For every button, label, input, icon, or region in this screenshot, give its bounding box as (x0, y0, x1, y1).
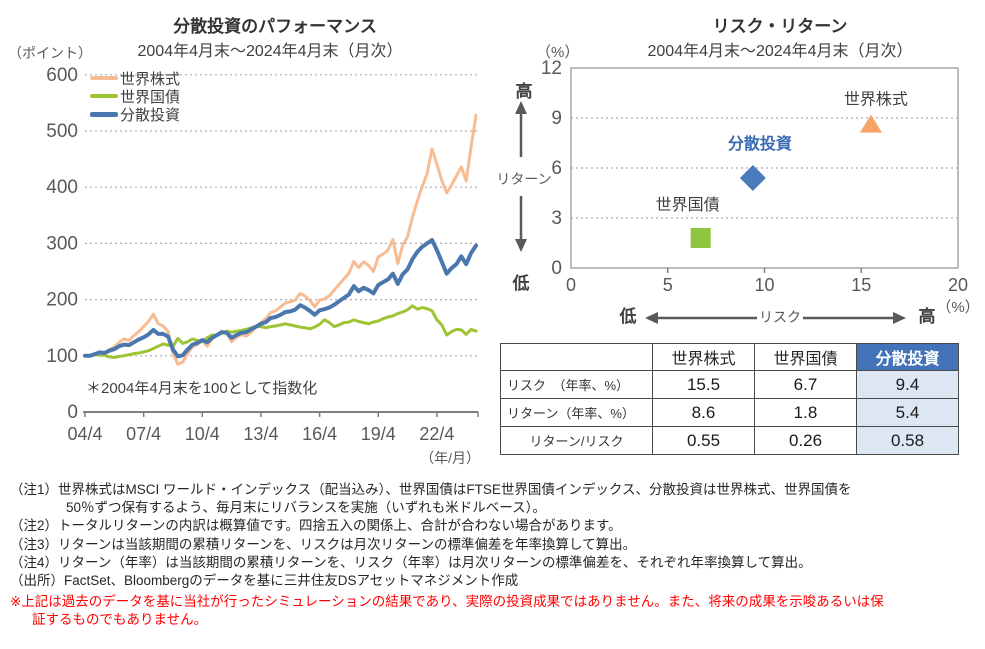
return-low-label: 低 (512, 273, 530, 293)
column-header-diversified: 分散投資 (856, 343, 959, 371)
risk-return-scatter-chart: 高 リターン 低 低 リスク 高 （%） 0 3 6 9 12 0 5 10 15 20 世界株式分… (496, 58, 979, 326)
note-1-line-2: 50％ずつ保有するよう、毎月末にリバランスを実施（いずれも米ドルベース）。 (66, 500, 546, 516)
note-1-line-1: （注1）世界株式はMSCI ワールド・インデックス（配当込み）、世界国債はFTS… (10, 482, 852, 497)
line-chart-y-unit-label: （ポイント） (8, 45, 92, 61)
svg-text:300: 300 (46, 233, 78, 254)
note-3: （注3）リターンは当該期間の累積リターンを、リスクは月次リターンの標準偏差を年率… (10, 536, 637, 552)
legend-label: 分散投資 (120, 106, 181, 124)
table-row-return-per-risk: リターン/リスク 0.55 0.26 0.58 (500, 426, 959, 455)
legend-label: 世界株式 (120, 70, 181, 88)
svg-text:15: 15 (851, 275, 871, 295)
svg-text:20: 20 (948, 275, 968, 295)
svg-text:500: 500 (46, 121, 78, 142)
risk-low-label: 低 (619, 306, 637, 326)
risk-right-arrow-icon (893, 312, 906, 324)
svg-text:3: 3 (551, 208, 562, 229)
line-chart-x-unit-label: （年/月） (420, 450, 480, 466)
return-per-risk-world-bonds-value: 0.26 (754, 426, 857, 455)
risk-axis-title: リスク (759, 309, 801, 325)
risk-high-label: 高 (919, 306, 936, 326)
scatter-subtitle: 2004年4月末～2024年4月末（月次） (647, 43, 913, 60)
legend-item-world-equity: 世界株式 (90, 69, 181, 88)
note-4: （注4）リターン（年率）は当該期間の累積リターンを、リスク（年率）は月次リターン… (10, 554, 812, 570)
svg-text:5: 5 (663, 275, 673, 295)
svg-text:100: 100 (46, 346, 78, 367)
return-per-risk-diversified-value: 0.58 (856, 426, 959, 455)
row-label-return-per-risk: リターン/リスク (500, 426, 653, 455)
return-down-arrow-icon (515, 239, 527, 252)
column-header-world-equity: 世界株式 (652, 343, 755, 371)
return-world-equity-value: 8.6 (652, 398, 755, 427)
column-header-world-bonds: 世界国債 (754, 343, 857, 371)
table-row-risk: リスク （年率、%） 15.5 6.7 9.4 (500, 370, 959, 399)
risk-world-equity-value: 15.5 (652, 370, 755, 399)
svg-text:分散投資: 分散投資 (728, 134, 792, 153)
line-chart-subtitle: 2004年4月末～2024年4月末（月次） (137, 43, 403, 60)
world-bonds-line-swatch (90, 94, 118, 98)
disclaimer-line-1: ※上記は過去のデータを基に当社が行ったシミュレーションの結果であり、実際の投資成… (10, 594, 884, 610)
svg-text:10/4: 10/4 (185, 424, 220, 444)
svg-text:9: 9 (551, 108, 562, 129)
svg-text:世界国債: 世界国債 (656, 196, 720, 214)
svg-text:0: 0 (67, 402, 78, 423)
svg-text:世界株式: 世界株式 (844, 91, 908, 109)
svg-text:07/4: 07/4 (126, 424, 161, 444)
svg-text:19/4: 19/4 (361, 424, 396, 444)
row-label-return: リターン（年率、%） (500, 398, 653, 427)
scatter-x-unit-label: （%） (936, 299, 979, 316)
source-note: （出所）FactSet、Bloombergのデータを基に三井住友DSアセットマネ… (10, 573, 519, 589)
svg-text:22/4: 22/4 (419, 424, 454, 444)
return-per-risk-world-equity-value: 0.55 (652, 426, 755, 455)
risk-return-table: 世界株式 世界国債 分散投資 リスク （年率、%） 15.5 6.7 9.4 リ… (500, 343, 959, 455)
risk-diversified-value: 9.4 (856, 370, 959, 399)
svg-text:12: 12 (541, 58, 562, 79)
note-2: （注2）トータルリターンの内訳は概算値です。四捨五入の関係上、合計が合わない場合… (10, 518, 622, 534)
index-base-footnote: ＊2004年4月末を100として指数化 (86, 380, 318, 397)
svg-text:200: 200 (46, 290, 78, 311)
scatter-y-unit-label: （%） (536, 44, 580, 61)
table-header-row: 世界株式 世界国債 分散投資 (500, 343, 959, 371)
legend-item-world-bonds: 世界国債 (90, 87, 181, 106)
svg-text:600: 600 (46, 65, 78, 86)
return-high-label: 高 (516, 81, 533, 101)
line-chart-title: 分散投資のパフォーマンス (173, 17, 377, 36)
return-diversified-value: 5.4 (856, 398, 959, 427)
legend-item-diversified: 分散投資 (90, 105, 181, 124)
scatter-title: リスク・リターン (712, 17, 848, 36)
return-axis-title: リターン (496, 171, 551, 187)
svg-text:16/4: 16/4 (302, 424, 337, 444)
svg-text:6: 6 (551, 158, 562, 179)
svg-text:0: 0 (551, 258, 562, 279)
disclaimer-line-2: 証するものでもありません。 (32, 612, 208, 628)
return-world-bonds-value: 1.8 (754, 398, 857, 427)
footnotes: （注1）世界株式はMSCI ワールド・インデックス（配当込み）、世界国債はFTS… (10, 481, 982, 630)
table-corner-cell (500, 343, 653, 371)
svg-text:10: 10 (754, 275, 774, 295)
risk-world-bonds-value: 6.7 (754, 370, 857, 399)
diversified-line-swatch (90, 111, 118, 117)
svg-text:04/4: 04/4 (67, 424, 102, 444)
return-up-arrow-icon (515, 101, 527, 114)
svg-text:400: 400 (46, 177, 78, 198)
performance-line-chart: 0 100 200 300 400 500 600 04/4 07/4 10/4 13/4 16/4 1… (46, 65, 479, 444)
legend-label: 世界国債 (120, 88, 181, 106)
row-label-risk: リスク （年率、%） (500, 370, 653, 399)
world-equity-line-swatch (90, 76, 118, 80)
svg-text:13/4: 13/4 (243, 424, 278, 444)
risk-left-arrow-icon (645, 312, 658, 324)
svg-text:0: 0 (566, 275, 576, 295)
table-row-return: リターン（年率、%） 8.6 1.8 5.4 (500, 398, 959, 427)
line-chart-legend: 世界株式 世界国債 分散投資 (90, 69, 181, 124)
